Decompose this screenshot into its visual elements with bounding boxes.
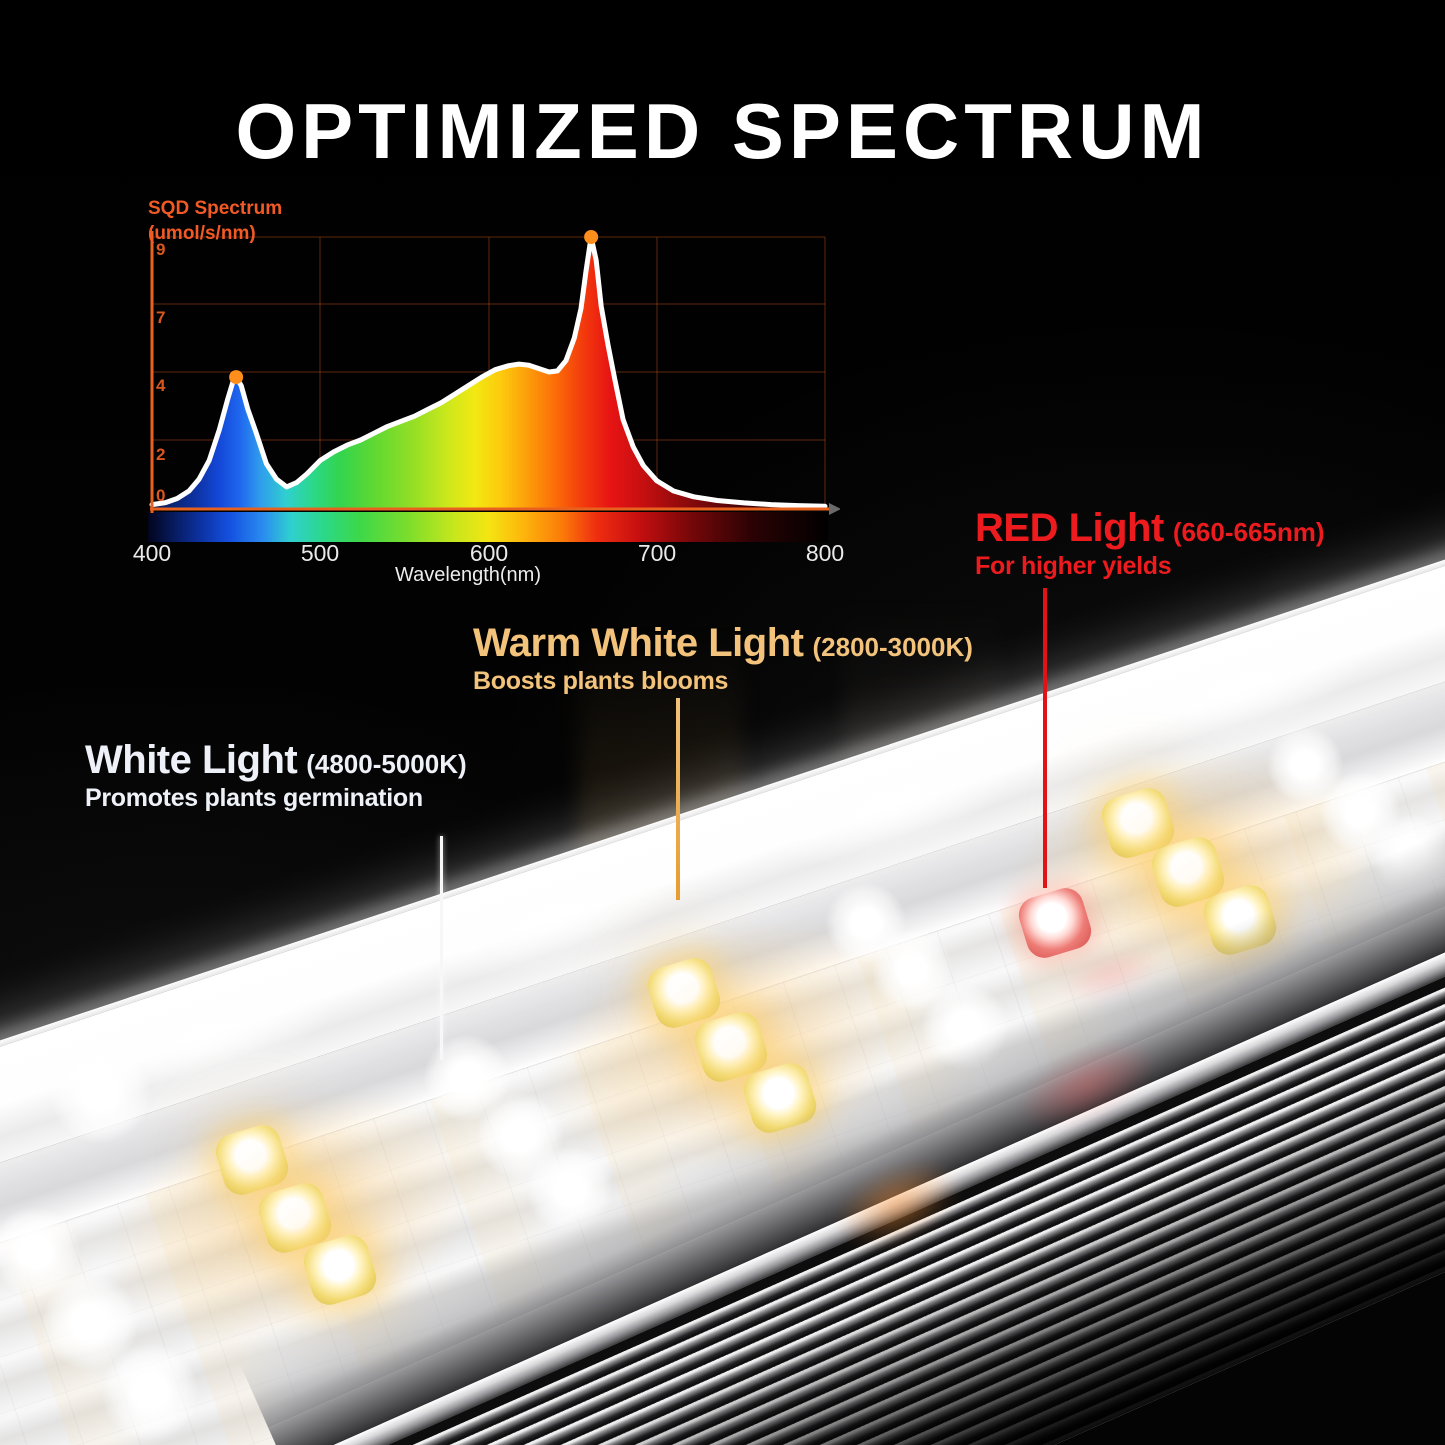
warm-white-callout: Warm White Light (2800-3000K) Boosts plan… (473, 621, 973, 696)
spectrum-chart (148, 230, 840, 542)
white-light-callout: White Light (4800-5000K) Promotes plants … (85, 738, 467, 813)
ytick-0: 0 (156, 486, 166, 505)
warm-white-range: (2800-3000K) (812, 632, 973, 662)
white-led-glow (102, 1344, 198, 1440)
warm-white-callout-line (676, 698, 680, 900)
white-light-heading: White Light (85, 738, 298, 782)
page-title: OPTIMIZED SPECTRUM (235, 87, 1210, 175)
xtick-800: 800 (805, 540, 845, 566)
white-light-callout-line (440, 836, 443, 1060)
ytick-7: 7 (156, 308, 166, 327)
peak-dot (584, 230, 599, 244)
xaxis-label: Wavelength(nm) (395, 564, 541, 586)
xtick-600: 600 (469, 540, 509, 566)
chart-title-line2: (umol/s/nm) (148, 223, 256, 244)
ytick-4: 4 (156, 376, 166, 395)
white-light-desc: Promotes plants germination (85, 784, 423, 812)
peak-markers (229, 230, 599, 385)
red-light-range: (660-665nm) (1172, 517, 1325, 547)
white-led-glow (50, 1043, 150, 1143)
chart-title: SQD Spectrum (umol/s/nm) (148, 196, 282, 246)
chart-axes (150, 231, 840, 515)
spectrum-area (152, 237, 825, 508)
xtick-400: 400 (132, 540, 172, 566)
red-light-heading: RED Light (975, 506, 1164, 550)
warm-white-desc: Boosts plants blooms (473, 667, 729, 695)
red-light-desc: For higher yields (975, 552, 1172, 580)
spectrum-colorbar (148, 512, 828, 542)
ytick-9: 9 (156, 240, 166, 259)
xtick-500: 500 (300, 540, 340, 566)
red-light-callout: RED Light (660-665nm) For higher yields (975, 506, 1325, 581)
xtick-700: 700 (637, 540, 677, 566)
ytick-2: 2 (156, 445, 166, 464)
warm-white-heading: Warm White Light (473, 621, 804, 665)
white-light-range: (4800-5000K) (306, 749, 467, 779)
red-light-callout-line (1043, 588, 1047, 888)
peak-dot (229, 370, 244, 385)
chart-title-line1: SQD Spectrum (148, 198, 283, 219)
